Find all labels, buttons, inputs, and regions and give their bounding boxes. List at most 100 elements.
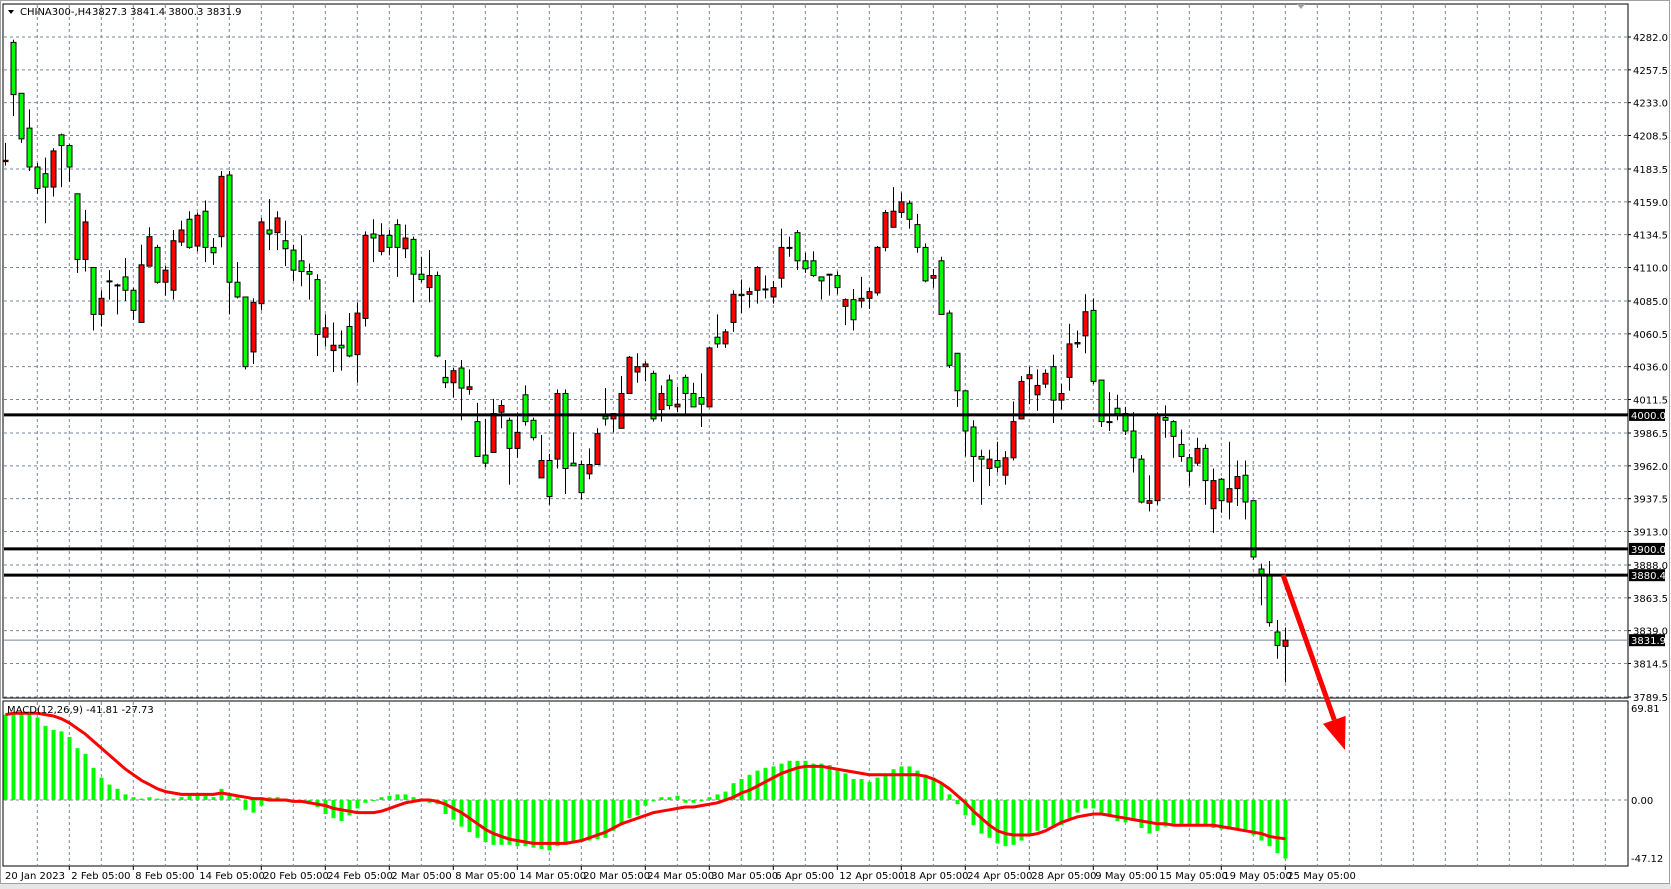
candle[interactable]	[466, 369, 473, 395]
candle[interactable]	[194, 212, 201, 252]
candle[interactable]	[210, 238, 217, 265]
candle[interactable]	[866, 287, 873, 310]
candle[interactable]	[786, 236, 793, 257]
candle[interactable]	[154, 244, 161, 284]
candle[interactable]	[562, 389, 569, 494]
candle[interactable]	[50, 148, 57, 197]
annotation-arrow-shaft[interactable]	[1280, 574, 1337, 721]
candle[interactable]	[682, 374, 689, 414]
candle[interactable]	[778, 228, 785, 288]
chart-shift-marker-icon[interactable]	[1297, 4, 1305, 9]
candle[interactable]	[386, 229, 393, 256]
candle[interactable]	[578, 460, 585, 500]
candle[interactable]	[26, 109, 33, 172]
candle[interactable]	[730, 290, 737, 332]
candle[interactable]	[882, 209, 889, 252]
candle[interactable]	[1242, 460, 1249, 520]
candle[interactable]	[1066, 323, 1073, 391]
candle[interactable]	[106, 270, 113, 300]
candle[interactable]	[354, 302, 361, 383]
candle[interactable]	[618, 376, 625, 429]
candle[interactable]	[754, 266, 761, 304]
candle[interactable]	[330, 322, 337, 373]
candle[interactable]	[978, 449, 985, 505]
candle[interactable]	[218, 171, 225, 248]
candle[interactable]	[642, 361, 649, 382]
candle[interactable]	[1010, 401, 1017, 461]
candle[interactable]	[1226, 441, 1233, 520]
candle[interactable]	[506, 417, 513, 485]
candle[interactable]	[810, 251, 817, 277]
candle[interactable]	[1162, 405, 1169, 438]
candle[interactable]	[970, 420, 977, 482]
candle[interactable]	[458, 359, 465, 421]
annotation-arrow-head-icon[interactable]	[1323, 715, 1346, 750]
candle[interactable]	[34, 162, 41, 194]
candle[interactable]	[1002, 451, 1009, 485]
candle[interactable]	[1218, 477, 1225, 513]
candle[interactable]	[1250, 500, 1257, 560]
candle[interactable]	[722, 329, 729, 348]
candle[interactable]	[186, 211, 193, 249]
candle[interactable]	[738, 279, 745, 314]
candle[interactable]	[802, 252, 809, 273]
candle[interactable]	[530, 417, 537, 441]
candle[interactable]	[122, 258, 129, 301]
candle[interactable]	[706, 346, 713, 408]
candle[interactable]	[514, 412, 521, 458]
candle[interactable]	[474, 402, 481, 457]
candle[interactable]	[794, 229, 801, 271]
candle[interactable]	[626, 355, 633, 394]
candle[interactable]	[1130, 412, 1137, 473]
candle[interactable]	[130, 287, 137, 320]
candle[interactable]	[986, 449, 993, 486]
candle[interactable]	[842, 298, 849, 326]
candle[interactable]	[450, 368, 457, 398]
candle[interactable]	[362, 231, 369, 327]
candle[interactable]	[762, 275, 769, 299]
candle[interactable]	[1154, 412, 1161, 505]
candle[interactable]	[426, 250, 433, 303]
candle[interactable]	[10, 39, 17, 117]
candle[interactable]	[178, 220, 185, 247]
candle[interactable]	[242, 296, 249, 370]
candle[interactable]	[770, 280, 777, 304]
triangle-down-icon[interactable]	[8, 10, 14, 14]
candle[interactable]	[906, 200, 913, 229]
candle[interactable]	[1090, 298, 1097, 385]
candle[interactable]	[2, 142, 9, 166]
candle[interactable]	[434, 271, 441, 358]
candle[interactable]	[1098, 379, 1105, 427]
candle[interactable]	[394, 219, 401, 277]
candle[interactable]	[290, 244, 297, 281]
candle[interactable]	[234, 262, 241, 299]
candle[interactable]	[1146, 475, 1153, 512]
candle[interactable]	[266, 199, 273, 251]
candle[interactable]	[1106, 392, 1113, 431]
candle[interactable]	[410, 236, 417, 303]
candle[interactable]	[962, 390, 969, 457]
candle[interactable]	[90, 266, 97, 331]
candle[interactable]	[306, 263, 313, 300]
candle[interactable]	[858, 276, 865, 308]
candle[interactable]	[1058, 384, 1065, 410]
candle[interactable]	[714, 314, 721, 348]
candle[interactable]	[442, 359, 449, 389]
candle[interactable]	[570, 432, 577, 467]
candle[interactable]	[338, 330, 345, 371]
candle[interactable]	[826, 273, 833, 296]
candle[interactable]	[1170, 420, 1177, 458]
candle[interactable]	[554, 389, 561, 469]
candle[interactable]	[898, 192, 905, 218]
candle[interactable]	[322, 314, 329, 347]
candle[interactable]	[1074, 330, 1081, 348]
candle[interactable]	[418, 256, 425, 283]
candle[interactable]	[994, 441, 1001, 473]
candle[interactable]	[546, 453, 553, 505]
candle[interactable]	[538, 435, 545, 479]
candle[interactable]	[1274, 619, 1281, 659]
candle[interactable]	[698, 373, 705, 427]
candle[interactable]	[834, 271, 841, 295]
candle[interactable]	[666, 374, 673, 410]
